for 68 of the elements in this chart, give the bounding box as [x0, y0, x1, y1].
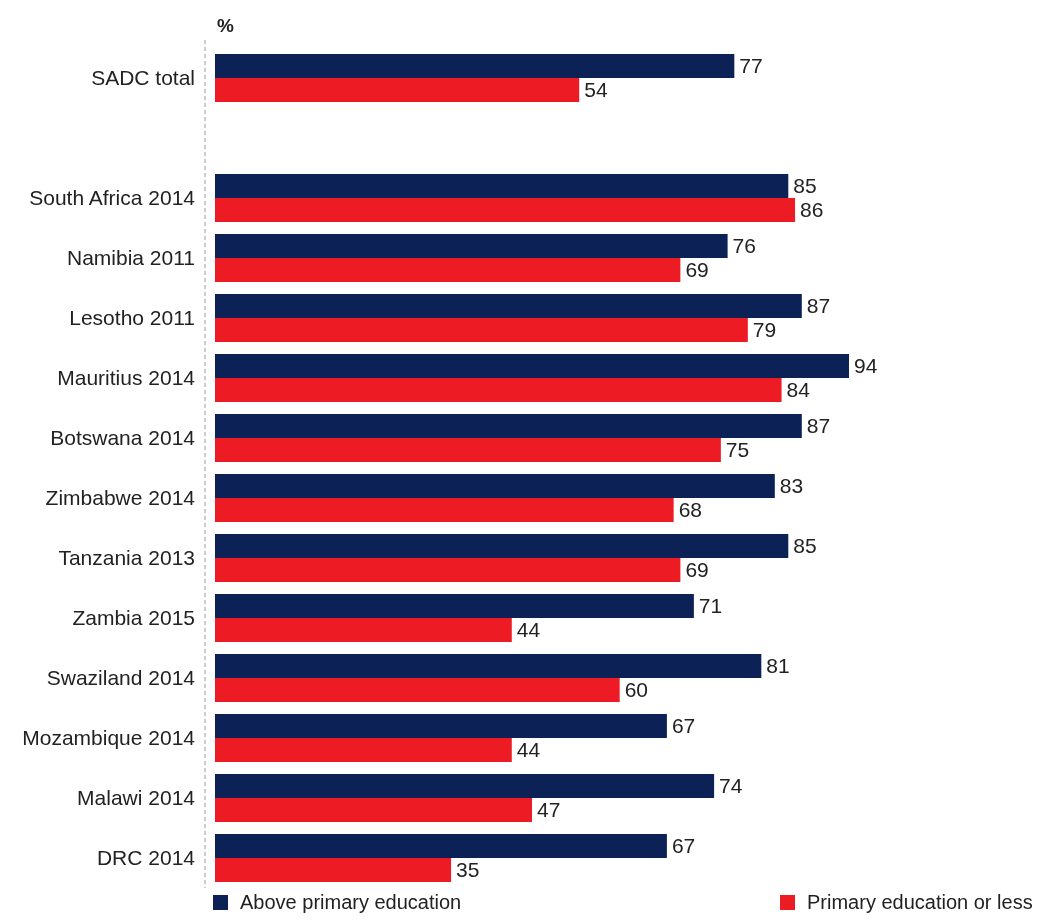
bar: [215, 498, 674, 522]
bar: [215, 654, 762, 678]
bar: [215, 234, 728, 258]
data-label: 60: [624, 678, 649, 701]
y-tick-label: Swaziland 2014: [46, 666, 196, 689]
bar: [215, 414, 802, 438]
data-label: 69: [685, 558, 709, 581]
data-label: 79: [752, 318, 777, 341]
y-tick-label: Botswana 2014: [50, 426, 196, 449]
x-axis-title: %: [217, 15, 234, 36]
y-tick-label: Zimbabwe 2014: [45, 486, 196, 509]
y-tick-label: Tanzania 2013: [58, 546, 195, 569]
data-label: 87: [806, 294, 831, 317]
data-label: 44: [516, 738, 541, 761]
data-label: 75: [725, 438, 750, 461]
bar: [215, 798, 532, 822]
data-label: 87: [806, 414, 831, 437]
bar: [215, 474, 775, 498]
data-label: 83: [779, 474, 804, 497]
bar: [215, 174, 789, 198]
data-label: 77: [739, 54, 763, 77]
data-label: 74: [719, 774, 743, 797]
data-label: 85: [793, 534, 817, 557]
data-label: 54: [584, 78, 608, 101]
bar: [215, 858, 452, 882]
data-label: 44: [516, 618, 541, 641]
bar: [215, 834, 667, 858]
y-tick-label: Namibia 2011: [66, 246, 195, 269]
bar: [215, 294, 802, 318]
y-tick-label: SADC total: [91, 66, 195, 89]
data-label: 35: [456, 858, 480, 881]
bar: [215, 54, 735, 78]
bar: [215, 198, 796, 222]
y-tick-label: Mozambique 2014: [22, 726, 196, 749]
bar: [215, 78, 580, 102]
bar: [215, 714, 667, 738]
bar: [215, 318, 748, 342]
y-tick-label: Mauritius 2014: [57, 366, 196, 389]
y-tick-label: South Africa 2014: [29, 186, 196, 209]
bar: [215, 678, 620, 702]
bar: [215, 354, 849, 378]
bar: [215, 774, 715, 798]
data-label: 81: [766, 654, 790, 677]
y-tick-label: DRC 2014: [96, 846, 196, 869]
y-tick-label: Malawi 2014: [77, 786, 196, 809]
legend-label: Primary education or less: [807, 891, 1033, 913]
bar: [215, 738, 512, 762]
data-label: 76: [732, 234, 756, 257]
data-label: 86: [800, 198, 824, 221]
data-label: 68: [678, 498, 702, 521]
bar: [215, 534, 789, 558]
bar: [215, 438, 721, 462]
bar: [215, 378, 782, 402]
legend-label: Above primary education: [240, 891, 462, 913]
data-label: 71: [698, 594, 723, 617]
data-label: 69: [685, 258, 709, 281]
bar: [215, 558, 681, 582]
bar: [215, 618, 512, 642]
data-label: 85: [793, 174, 817, 197]
bar: [215, 594, 694, 618]
y-tick-label: Lesotho 2011: [69, 306, 195, 329]
y-tick-label: Zambia 2015: [72, 606, 195, 629]
data-label: 47: [537, 798, 561, 821]
data-label: 67: [671, 714, 696, 737]
bar: [215, 258, 681, 282]
data-label: 94: [854, 354, 878, 377]
data-label: 84: [786, 378, 811, 401]
data-label: 67: [671, 834, 696, 857]
